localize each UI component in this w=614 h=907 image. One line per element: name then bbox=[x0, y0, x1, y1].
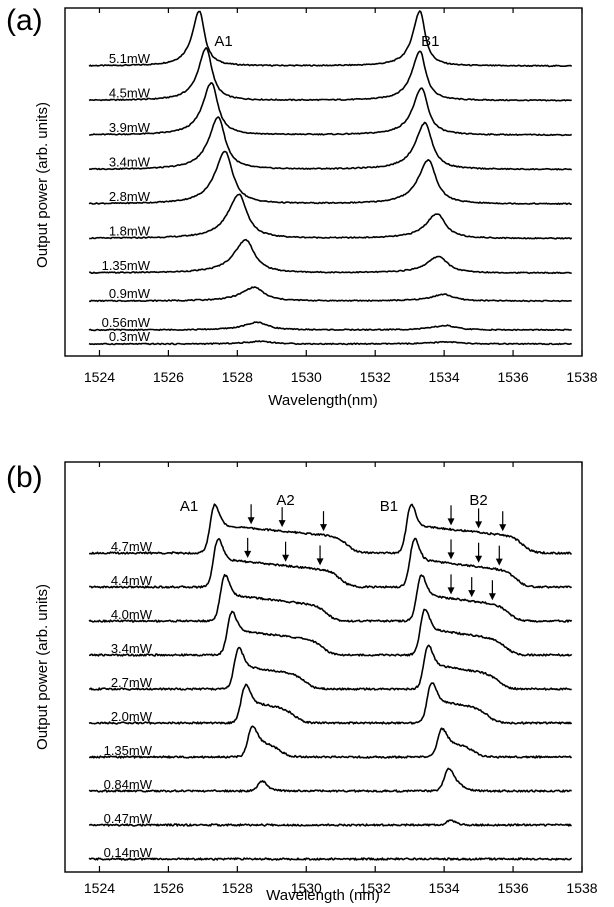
trace-0-9mw bbox=[89, 286, 572, 303]
arrow-marker bbox=[468, 577, 476, 598]
x-tick-label: 1526 bbox=[153, 880, 184, 896]
power-label-4-7mw: 4.7mW bbox=[111, 539, 153, 554]
panel-b-peak-labels: A1 A2 B1 B2 bbox=[180, 492, 488, 515]
power-label-0-84mw: 0.84mW bbox=[104, 777, 153, 792]
peak-label-b1: B1 bbox=[421, 33, 439, 50]
x-tick-label: 1532 bbox=[360, 369, 391, 385]
panel-b-arrows bbox=[244, 504, 507, 601]
trace-2-0mw bbox=[88, 682, 573, 725]
arrow-marker bbox=[316, 545, 324, 566]
trace-1-35mw bbox=[89, 238, 572, 275]
x-tick-label: 1530 bbox=[291, 369, 322, 385]
arrow-marker bbox=[475, 508, 483, 529]
arrow-marker bbox=[282, 541, 290, 562]
trace-2-7mw bbox=[89, 644, 572, 691]
power-label-3-9mw: 3.9mW bbox=[109, 120, 151, 135]
x-tick-label: 1538 bbox=[566, 880, 597, 896]
x-tick-label: 1536 bbox=[497, 880, 528, 896]
trace-1-35mw bbox=[89, 725, 572, 759]
arrow-marker bbox=[475, 542, 483, 563]
panel-a-peak-labels: A1 B1 bbox=[214, 33, 439, 50]
power-label-0-47mw: 0.47mW bbox=[104, 811, 153, 826]
arrow-marker bbox=[320, 511, 327, 532]
arrow-marker bbox=[447, 505, 455, 526]
power-label-1-8mw: 1.8mW bbox=[109, 224, 151, 239]
x-tick-label: 1528 bbox=[222, 369, 253, 385]
trace-1-8mw bbox=[89, 193, 573, 240]
x-tick-label: 1530 bbox=[291, 880, 322, 896]
trace-4-0mw bbox=[88, 573, 573, 623]
power-label-5-1mw: 5.1mW bbox=[109, 51, 151, 66]
arrow-marker bbox=[278, 507, 286, 528]
panel-a: (a) 1524 1526 1528 1530 1532 1534 1536 1538 5.1… bbox=[6, 4, 598, 409]
trace-0-56mw bbox=[88, 321, 572, 332]
power-label-0-9mw: 0.9mW bbox=[109, 286, 151, 301]
panel-a-x-ticks bbox=[98, 8, 583, 356]
panel-a-label: (a) bbox=[6, 4, 43, 37]
power-label-3-4mw: 3.4mW bbox=[111, 641, 153, 656]
power-label-1-35mw: 1.35mW bbox=[102, 258, 151, 273]
x-tick-label: 1524 bbox=[84, 369, 115, 385]
power-label-4-0mw: 4.0mW bbox=[111, 607, 153, 622]
trace-3-4mw bbox=[88, 116, 573, 171]
power-label-0-56mw: 0.56mW bbox=[102, 315, 151, 330]
panel-a-y-axis-label: Output power (arb. units) bbox=[34, 102, 51, 268]
panel-a-frame bbox=[64, 7, 583, 357]
power-label-2-7mw: 2.7mW bbox=[111, 675, 153, 690]
power-label-2-8mw: 2.8mW bbox=[109, 189, 151, 204]
trace-3-9mw bbox=[89, 82, 573, 137]
panel-b-x-ticks bbox=[98, 462, 583, 872]
panel-b-traces bbox=[88, 503, 573, 861]
arrow-marker bbox=[499, 511, 507, 532]
trace-0-14mw bbox=[88, 857, 572, 861]
trace-0-47mw bbox=[88, 819, 572, 827]
arrow-marker bbox=[247, 504, 255, 525]
panel-b-frame bbox=[64, 461, 583, 873]
power-label-3-4mw: 3.4mW bbox=[109, 155, 151, 170]
x-tick-label: 1528 bbox=[222, 880, 253, 896]
peak-label-a1: A1 bbox=[180, 498, 198, 515]
power-label-1-35mw: 1.35mW bbox=[104, 743, 153, 758]
arrow-marker bbox=[244, 537, 252, 558]
x-tick-label: 1532 bbox=[360, 880, 391, 896]
arrow-marker bbox=[447, 574, 455, 595]
trace-0-3mw bbox=[88, 340, 572, 346]
peak-label-a1: A1 bbox=[214, 33, 232, 50]
panel-b-x-axis-label: Wavelength (nm) bbox=[266, 887, 380, 904]
trace-0-84mw bbox=[88, 767, 572, 793]
trace-4-5mw bbox=[88, 47, 572, 102]
power-label-0-14mw: 0.14mW bbox=[104, 845, 153, 860]
panel-a-x-axis-label: Wavelength(nm) bbox=[268, 392, 377, 409]
trace-4-7mw bbox=[88, 503, 572, 555]
trace-2-8mw bbox=[88, 150, 572, 206]
trace-5-1mw bbox=[88, 10, 573, 68]
power-label-4-5mw: 4.5mW bbox=[109, 86, 151, 101]
panel-b: (b) 1524 1526 1528 1530 1532 1534 1536 1538 4.7… bbox=[6, 461, 598, 904]
x-tick-label: 1536 bbox=[497, 369, 528, 385]
panel-b-x-tick-labels: 1524 1526 1528 1530 1532 1534 1536 1538 bbox=[84, 880, 598, 896]
trace-3-4mw bbox=[88, 608, 573, 657]
panel-a-x-tick-labels: 1524 1526 1528 1530 1532 1534 1536 1538 bbox=[84, 369, 598, 385]
panel-b-label: (b) bbox=[6, 461, 43, 494]
peak-label-b2: B2 bbox=[469, 492, 487, 509]
trace-4-4mw bbox=[89, 537, 572, 589]
x-tick-label: 1534 bbox=[429, 880, 460, 896]
panel-a-power-labels: 5.1mW 4.5mW 3.9mW 3.4mW 2.8mW 1.8mW 1.35mW 0.9m… bbox=[102, 51, 151, 344]
x-tick-label: 1534 bbox=[429, 369, 460, 385]
panel-b-power-labels: 4.7mW 4.4mW 4.0mW 3.4mW 2.7mW 2.0mW 1.35mW 0.84… bbox=[104, 539, 153, 860]
peak-label-b1: B1 bbox=[380, 498, 398, 515]
power-label-2-0mw: 2.0mW bbox=[111, 709, 153, 724]
arrow-marker bbox=[495, 545, 503, 566]
power-label-4-4mw: 4.4mW bbox=[111, 573, 153, 588]
panel-b-y-axis-label: Output power (arb. units) bbox=[34, 584, 51, 750]
x-tick-label: 1526 bbox=[153, 369, 184, 385]
arrow-marker bbox=[488, 580, 496, 601]
power-label-0-3mw: 0.3mW bbox=[109, 329, 151, 344]
x-tick-label: 1524 bbox=[84, 880, 115, 896]
x-tick-label: 1538 bbox=[566, 369, 597, 385]
panel-a-traces bbox=[88, 10, 573, 346]
arrow-marker bbox=[447, 539, 455, 560]
peak-label-a2: A2 bbox=[276, 492, 294, 509]
